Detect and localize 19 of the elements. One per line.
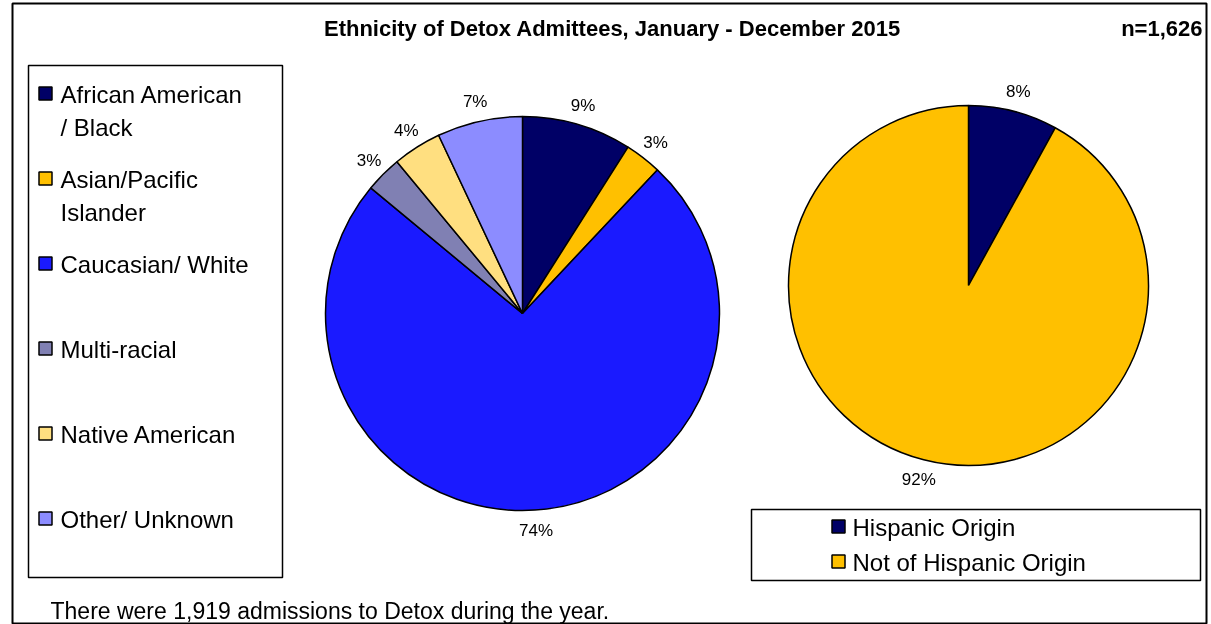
text: n=1,626 <box>1121 16 1203 41</box>
chart-title: Ethnicity of Detox Admittees, January - December 2015 <box>323 16 901 41</box>
data-label: 4% <box>393 120 419 140</box>
data-label: 74% <box>519 520 554 540</box>
data-label: 9% <box>570 95 596 115</box>
legend-label: African American / Black <box>60 80 242 142</box>
text: There were 1,919 admissions to Detox during the year. <box>50 597 610 624</box>
legend-label: Not of Hispanic Origin <box>852 548 1086 576</box>
data-label: 92% <box>901 469 936 489</box>
legend-label: Other/ Unknown <box>60 505 234 533</box>
legend-label: Native American <box>60 420 236 448</box>
legend-label: Caucasian/ White <box>60 250 249 278</box>
data-label: 3% <box>643 132 668 152</box>
data-label: 7% <box>462 92 488 112</box>
legend-label: Hispanic Origin <box>852 513 1016 541</box>
legend-label: Multi-racial <box>60 335 177 363</box>
data-label: 8% <box>1005 82 1031 102</box>
legend-label: Asian/Pacific Islander <box>60 165 198 227</box>
data-label: 3% <box>356 150 382 170</box>
